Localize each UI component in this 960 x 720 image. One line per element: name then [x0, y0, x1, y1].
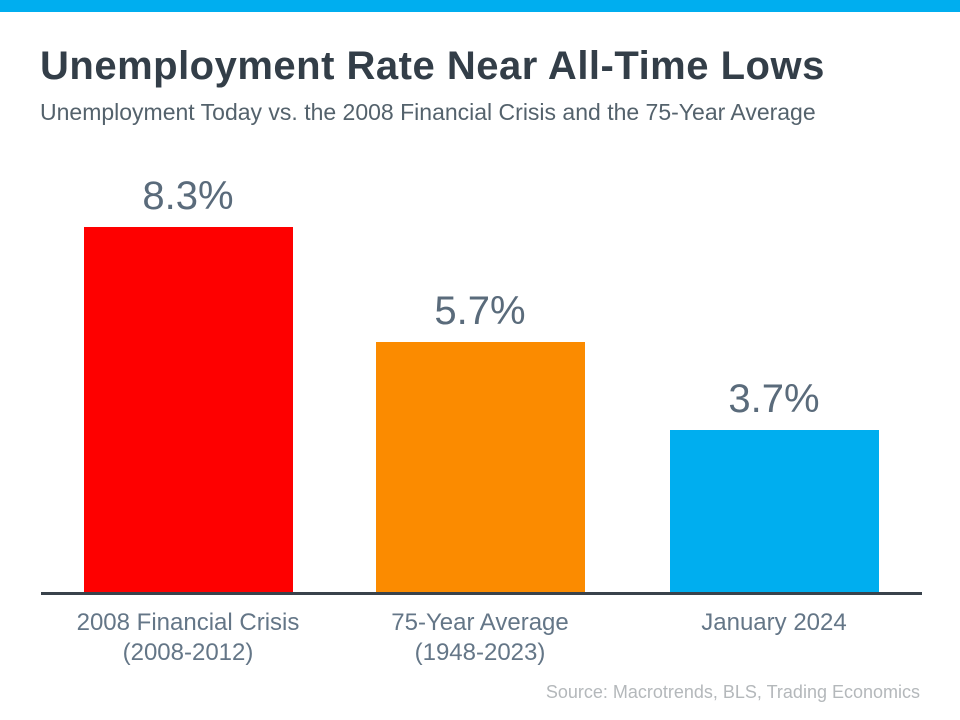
category-label-75yr-average: 75-Year Average (1948-2023) [320, 608, 640, 668]
category-line-1: 75-Year Average [391, 609, 569, 636]
category-line-1: January 2024 [701, 609, 847, 636]
x-axis-line [41, 592, 922, 595]
bar-group-2008-crisis: 8.3% [48, 174, 328, 593]
category-label-2008-crisis: 2008 Financial Crisis (2008-2012) [28, 608, 348, 668]
accent-top-strip [0, 0, 960, 12]
bar-january-2024 [669, 430, 879, 593]
bar-value-label: 5.7% [434, 289, 526, 333]
bar-value-label: 8.3% [142, 174, 234, 218]
chart-title: Unemployment Rate Near All-Time Lows [40, 44, 825, 88]
source-attribution: Source: Macrotrends, BLS, Trading Econom… [545, 682, 920, 702]
category-label-january-2024: January 2024 [614, 608, 934, 638]
category-line-1: 2008 Financial Crisis [76, 609, 300, 636]
bar-75yr-average [375, 342, 585, 593]
bar-group-january-2024: 3.7% [634, 377, 914, 593]
chart-subtitle: Unemployment Today vs. the 2008 Financia… [40, 99, 816, 125]
bar-value-label: 3.7% [728, 377, 820, 421]
bar-2008-crisis [83, 227, 293, 593]
bar-group-75yr-average: 5.7% [340, 289, 620, 593]
category-line-2: (2008-2012) [122, 639, 254, 666]
category-line-2: (1948-2023) [414, 639, 546, 666]
